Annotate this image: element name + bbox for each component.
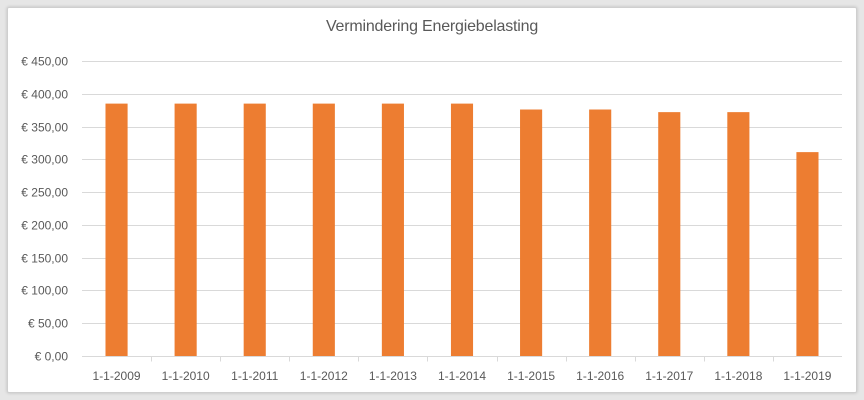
x-tick-label: 1-1-2011 — [231, 369, 278, 383]
bars — [105, 103, 819, 356]
bar — [520, 109, 543, 356]
bar — [312, 103, 335, 356]
x-axis: 1-1-2009 1-1-2010 1-1-2011 1-1-2012 1-1-2013… — [82, 356, 842, 383]
y-axis: € 0,00 € 50,00 € 100,00 € 150,00 € 200,00 € 2… — [21, 55, 68, 364]
chart-title: Vermindering Energiebelasting — [325, 18, 539, 35]
x-tick-label: 1-1-2016 — [576, 369, 624, 383]
y-tick-label: € 250,00 — [21, 186, 68, 200]
x-tick-label: 1-1-2010 — [162, 369, 210, 383]
bar — [381, 103, 404, 356]
x-tick-label: 1-1-2018 — [714, 369, 762, 383]
y-tick-label: € 200,00 — [21, 219, 68, 233]
y-tick-label: € 100,00 — [21, 284, 68, 298]
bar — [243, 103, 266, 356]
bar — [174, 103, 197, 356]
y-tick-label: € 0,00 — [35, 350, 69, 364]
bar — [796, 152, 819, 356]
x-tick-label: 1-1-2015 — [507, 369, 555, 383]
x-tick-label: 1-1-2012 — [300, 369, 348, 383]
x-tick-label: 1-1-2017 — [645, 369, 693, 383]
chart-card — [7, 7, 857, 393]
y-tick-label: € 400,00 — [21, 88, 68, 102]
y-tick-label: € 350,00 — [21, 121, 68, 135]
y-tick-label: € 300,00 — [21, 153, 68, 167]
x-tick-label: 1-1-2013 — [369, 369, 417, 383]
bar — [450, 103, 474, 356]
y-tick-label: € 450,00 — [21, 55, 68, 69]
y-tick-label: € 50,00 — [28, 317, 68, 331]
bar — [589, 109, 612, 356]
bar — [727, 112, 750, 356]
x-tick-label: 1-1-2019 — [783, 369, 831, 383]
y-tick-label: € 150,00 — [21, 252, 68, 266]
bar — [658, 112, 681, 356]
x-tick-label: 1-1-2014 — [438, 369, 486, 383]
x-tick-label: 1-1-2009 — [93, 369, 141, 383]
bar — [105, 103, 128, 356]
